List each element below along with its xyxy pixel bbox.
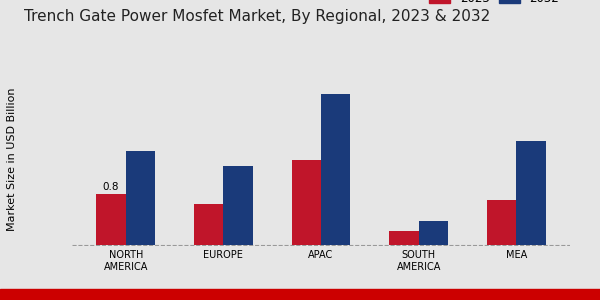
Text: Trench Gate Power Mosfet Market, By Regional, 2023 & 2032: Trench Gate Power Mosfet Market, By Regi… [24, 9, 490, 24]
Legend: 2023, 2032: 2023, 2032 [424, 0, 564, 10]
Bar [321, 94, 350, 245]
Bar [516, 141, 545, 245]
Bar [487, 200, 516, 245]
Text: 0.8: 0.8 [103, 182, 119, 192]
Bar [419, 221, 448, 245]
Bar [292, 160, 321, 245]
Bar [97, 194, 126, 245]
Bar [223, 166, 253, 245]
Bar [194, 204, 223, 245]
Bar [126, 151, 155, 245]
Text: Market Size in USD Billion: Market Size in USD Billion [7, 87, 17, 231]
Bar [389, 231, 419, 245]
